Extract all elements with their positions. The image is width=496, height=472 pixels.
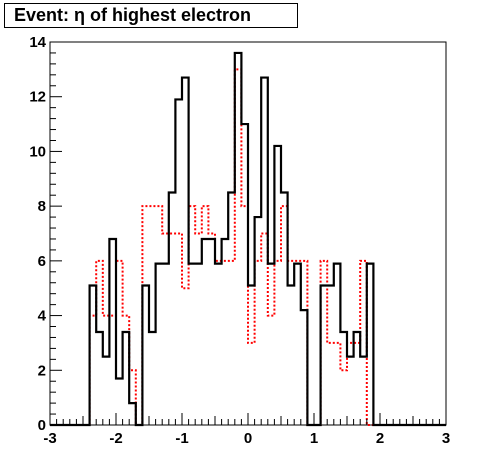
x-tick-label: 3: [442, 430, 450, 447]
x-tick-label: -2: [109, 430, 122, 447]
y-tick-label: 0: [38, 417, 46, 434]
y-tick-label: 14: [29, 34, 46, 51]
y-tick-label: 8: [38, 198, 46, 215]
x-tick-label: 0: [244, 430, 252, 447]
series-line-black: [50, 51, 446, 427]
x-tick-label: 1: [310, 430, 318, 447]
y-tick-label: 6: [38, 253, 46, 270]
x-tick-label: -1: [175, 430, 188, 447]
chart-title: Event: η of highest electron: [4, 3, 298, 28]
series-layer: [50, 51, 446, 427]
y-tick-label: 2: [38, 362, 46, 379]
x-tick-label: 2: [376, 430, 384, 447]
x-tick-label: -3: [43, 430, 56, 447]
y-tick-label: 12: [29, 89, 46, 106]
y-tick-label: 4: [38, 308, 47, 325]
y-tick-label: 10: [29, 143, 46, 160]
